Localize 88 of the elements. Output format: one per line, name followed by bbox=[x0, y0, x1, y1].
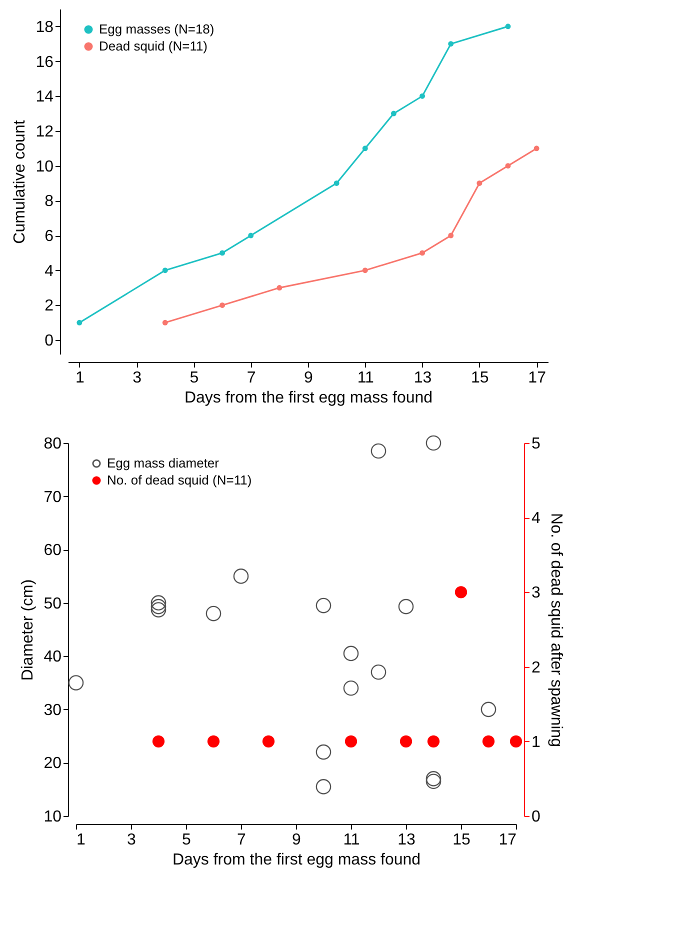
x-tick-label: 15 bbox=[452, 832, 470, 848]
y-tick-label: 8 bbox=[44, 193, 54, 210]
point bbox=[150, 595, 166, 611]
y2-tick-label: 2 bbox=[532, 659, 540, 676]
point bbox=[76, 320, 82, 326]
point bbox=[370, 664, 386, 680]
y-tick-label: 10 bbox=[36, 158, 54, 176]
point bbox=[316, 744, 332, 760]
y-tick-label: 16 bbox=[36, 54, 54, 71]
x-tick-label: 7 bbox=[246, 370, 256, 386]
point bbox=[426, 771, 442, 786]
y-tick-label: 10 bbox=[44, 808, 62, 826]
x-tick-label: 9 bbox=[292, 832, 302, 848]
point bbox=[426, 435, 442, 451]
y2-tick-label: 3 bbox=[532, 584, 540, 602]
x-axis-title: Days from the first egg mass found bbox=[184, 390, 433, 406]
y-tick-label: 60 bbox=[44, 542, 62, 560]
x-tick-label: 17 bbox=[498, 832, 517, 848]
y2-tick-label: 4 bbox=[532, 510, 540, 528]
x-axis-title: Days from the first egg mass found bbox=[172, 852, 421, 868]
x-tick-label: 11 bbox=[357, 370, 374, 386]
point bbox=[162, 320, 168, 326]
point bbox=[370, 443, 386, 459]
x-tick-label: 9 bbox=[304, 370, 314, 386]
point bbox=[420, 250, 426, 256]
y-tick-label: 4 bbox=[44, 262, 54, 280]
point bbox=[534, 146, 540, 152]
point bbox=[390, 110, 396, 116]
point bbox=[480, 702, 496, 718]
point bbox=[233, 568, 249, 584]
y-tick-label: 14 bbox=[36, 88, 54, 106]
legend-label: Dead squid (N=11) bbox=[99, 38, 208, 54]
x-tick-label: 5 bbox=[182, 832, 192, 848]
y-axis-title: Diameter (cm) bbox=[20, 579, 37, 681]
point bbox=[398, 598, 414, 614]
point bbox=[334, 180, 340, 186]
point bbox=[343, 646, 359, 662]
point bbox=[420, 93, 426, 99]
point bbox=[206, 606, 222, 622]
legend-label: Egg masses (N=18) bbox=[99, 22, 214, 36]
y-tick-label: 6 bbox=[44, 228, 54, 246]
point bbox=[448, 41, 454, 47]
x-tick-label: 13 bbox=[414, 370, 432, 386]
point bbox=[150, 598, 166, 614]
point bbox=[316, 779, 332, 794]
y-tick-label: 12 bbox=[36, 123, 54, 140]
x-tick-label: 13 bbox=[398, 832, 416, 848]
point bbox=[162, 268, 168, 274]
y-tick-label: 2 bbox=[44, 298, 54, 315]
point bbox=[448, 232, 454, 238]
y-tick-label: 40 bbox=[44, 648, 62, 666]
point bbox=[343, 680, 359, 696]
y2-axis-title: No. of dead squid after spawning bbox=[547, 513, 564, 747]
y-tick-label: 70 bbox=[44, 488, 62, 506]
x-tick-label: 1 bbox=[75, 370, 84, 386]
point bbox=[68, 675, 84, 690]
x-tick-label: 5 bbox=[190, 370, 199, 386]
point bbox=[505, 24, 511, 30]
x-tick-label: 3 bbox=[127, 832, 136, 848]
point bbox=[362, 146, 368, 152]
point bbox=[150, 602, 166, 618]
x-tick-label: 1 bbox=[76, 832, 86, 848]
y-axis-title: Cumulative count bbox=[12, 120, 29, 244]
x-tick-label: 7 bbox=[237, 832, 246, 848]
point bbox=[476, 180, 482, 186]
point bbox=[362, 268, 368, 274]
y-tick-label: 20 bbox=[44, 755, 62, 772]
y-tick-label: 18 bbox=[36, 18, 54, 36]
x-tick-label: 3 bbox=[132, 370, 142, 386]
point bbox=[426, 774, 442, 790]
y2-tick-label: 5 bbox=[532, 436, 540, 452]
y2-tick-label: 1 bbox=[532, 734, 540, 751]
y-tick-label: 0 bbox=[44, 332, 54, 350]
y-tick-label: 30 bbox=[44, 702, 62, 719]
y-tick-label: 50 bbox=[44, 595, 62, 612]
point bbox=[248, 232, 254, 238]
x-tick-label: 17 bbox=[528, 370, 546, 386]
point bbox=[220, 250, 226, 256]
x-tick-label: 15 bbox=[471, 370, 489, 386]
y2-tick-label: 0 bbox=[532, 808, 540, 826]
point bbox=[505, 163, 511, 169]
y-tick-label: 80 bbox=[44, 436, 62, 452]
point bbox=[220, 302, 226, 308]
point bbox=[276, 285, 282, 291]
x-tick-label: 11 bbox=[343, 832, 360, 848]
point bbox=[316, 598, 332, 614]
legend-label: No. of dead squid (N=11) bbox=[107, 472, 252, 488]
legend-label: Egg mass diameter bbox=[107, 456, 220, 470]
